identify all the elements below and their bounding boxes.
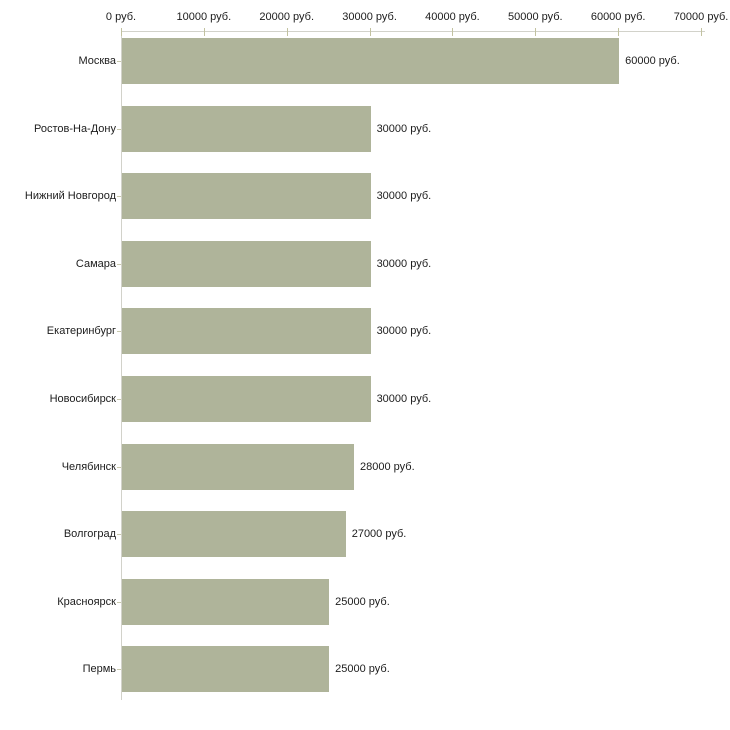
bar	[122, 511, 346, 558]
value-label: 25000 руб.	[335, 663, 390, 676]
value-label: 30000 руб.	[376, 190, 432, 203]
value-label: 30000 руб.	[376, 122, 432, 135]
x-axis-tick-label: 70000 руб.	[673, 11, 729, 23]
bar	[122, 105, 371, 152]
category-label: Челябинск	[61, 460, 116, 473]
category-tick	[117, 61, 121, 62]
x-axis-tick-label: 50000 руб.	[507, 11, 563, 23]
bar	[122, 646, 330, 693]
category-tick	[117, 196, 121, 198]
x-axis-tick	[369, 28, 371, 36]
category-label: Пермь	[82, 663, 116, 676]
value-label: 30000 руб.	[376, 325, 432, 338]
category-tick	[117, 466, 121, 468]
category-tick	[117, 399, 121, 400]
x-axis-line	[121, 31, 705, 32]
category-label: Волгоград	[63, 528, 116, 541]
x-axis-tick	[121, 28, 122, 36]
x-axis-tick	[701, 28, 702, 36]
x-axis-tick-label: 30000 руб.	[342, 11, 397, 23]
category-label: Самара	[75, 257, 116, 270]
category-tick	[117, 128, 121, 130]
value-label: 60000 руб.	[625, 55, 680, 67]
category-tick	[117, 601, 121, 603]
category-label: Москва	[78, 55, 116, 67]
x-axis-tick-label: 10000 руб.	[176, 11, 232, 23]
x-axis-tick	[452, 28, 454, 36]
category-label: Красноярск	[57, 595, 116, 608]
category-label: Екатеринбург	[46, 325, 116, 338]
x-axis-tick-label: 40000 руб.	[425, 11, 480, 23]
x-axis-tick	[535, 28, 537, 36]
value-label: 28000 руб.	[360, 460, 415, 473]
bar	[122, 376, 371, 422]
x-axis-tick	[286, 28, 288, 36]
x-axis-tick-label: 20000 руб.	[259, 11, 315, 23]
y-axis-line	[121, 31, 122, 700]
bar	[122, 578, 330, 625]
value-label: 27000 руб.	[351, 528, 407, 541]
category-label: Ростов-На-Дону	[33, 122, 116, 135]
bar	[122, 38, 620, 84]
x-axis-tick-label: 0 руб.	[105, 11, 137, 23]
value-label: 30000 руб.	[376, 393, 432, 405]
value-label: 25000 руб.	[335, 595, 390, 608]
bar	[122, 443, 354, 490]
category-label: Нижний Новгород	[24, 190, 116, 203]
x-axis-tick	[203, 28, 205, 36]
value-label: 30000 руб.	[376, 257, 432, 270]
bar	[122, 308, 371, 355]
category-tick	[117, 263, 121, 265]
x-axis-tick	[618, 28, 620, 36]
bar	[122, 240, 371, 287]
category-tick	[117, 331, 121, 333]
category-tick	[117, 669, 121, 671]
x-axis-tick-label: 60000 руб.	[590, 11, 646, 23]
bar	[122, 173, 371, 220]
category-tick	[117, 534, 121, 536]
category-label: Новосибирск	[49, 393, 116, 405]
